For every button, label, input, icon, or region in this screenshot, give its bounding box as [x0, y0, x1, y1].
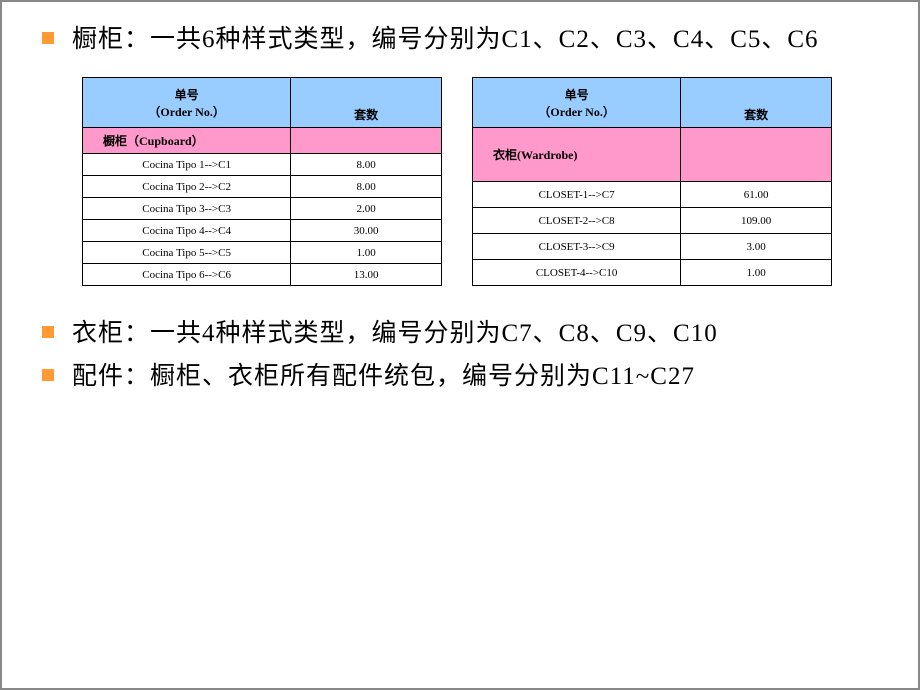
table-row: CLOSET-1-->C761.00 [473, 182, 832, 208]
slide-content: 橱柜：一共6种样式类型，编号分别为C1、C2、C3、C4、C5、C6 单号 （O… [2, 2, 918, 422]
row-qty: 3.00 [681, 234, 832, 260]
row-qty: 8.00 [291, 176, 442, 198]
tables-container: 单号 （Order No.） 套数 橱柜（Cupboard） Cocina Ti… [82, 77, 878, 286]
row-qty: 8.00 [291, 154, 442, 176]
row-qty: 109.00 [681, 208, 832, 234]
table-row: CLOSET-3-->C93.00 [473, 234, 832, 260]
row-qty: 1.00 [291, 242, 442, 264]
wardrobe-table: 单号 （Order No.） 套数 衣柜(Wardrobe) CLOSET-1-… [472, 77, 832, 286]
category-empty [291, 128, 442, 154]
bullet-marker-icon [42, 326, 54, 338]
cupboard-table: 单号 （Order No.） 套数 橱柜（Cupboard） Cocina Ti… [82, 77, 442, 286]
header-qty: 套数 [291, 78, 442, 128]
bullet-marker-icon [42, 369, 54, 381]
row-label: Cocina Tipo 1-->C1 [83, 154, 291, 176]
header-qty: 套数 [681, 78, 832, 128]
category-empty [681, 128, 832, 182]
table-header-row: 单号 （Order No.） 套数 [473, 78, 832, 128]
row-label: Cocina Tipo 3-->C3 [83, 198, 291, 220]
table-row: Cocina Tipo 3-->C32.00 [83, 198, 442, 220]
bullet-marker-icon [42, 32, 54, 44]
row-qty: 2.00 [291, 198, 442, 220]
table-header-row: 单号 （Order No.） 套数 [83, 78, 442, 128]
bullet-top: 橱柜：一共6种样式类型，编号分别为C1、C2、C3、C4、C5、C6 [42, 22, 878, 57]
table-row: Cocina Tipo 5-->C51.00 [83, 242, 442, 264]
bullet-bottom: 配件：橱柜、衣柜所有配件统包，编号分别为C11~C27 [42, 359, 878, 394]
row-label: Cocina Tipo 5-->C5 [83, 242, 291, 264]
category-cell: 橱柜（Cupboard） [83, 128, 291, 154]
table-row: Cocina Tipo 4-->C430.00 [83, 220, 442, 242]
header-order: 单号 （Order No.） [473, 78, 681, 128]
table-row: CLOSET-4-->C101.00 [473, 260, 832, 286]
row-label: CLOSET-2-->C8 [473, 208, 681, 234]
bullet-mid-text: 衣柜：一共4种样式类型，编号分别为C7、C8、C9、C10 [72, 316, 718, 351]
bullet-top-text: 橱柜：一共6种样式类型，编号分别为C1、C2、C3、C4、C5、C6 [72, 22, 819, 57]
bullet-mid: 衣柜：一共4种样式类型，编号分别为C7、C8、C9、C10 [42, 316, 878, 351]
table-row: Cocina Tipo 6-->C613.00 [83, 264, 442, 286]
table-category-row: 橱柜（Cupboard） [83, 128, 442, 154]
table-row: CLOSET-2-->C8109.00 [473, 208, 832, 234]
bottom-bullets: 衣柜：一共4种样式类型，编号分别为C7、C8、C9、C10 配件：橱柜、衣柜所有… [42, 316, 878, 394]
row-qty: 61.00 [681, 182, 832, 208]
row-label: CLOSET-4-->C10 [473, 260, 681, 286]
bullet-bottom-text: 配件：橱柜、衣柜所有配件统包，编号分别为C11~C27 [72, 359, 695, 394]
row-qty: 1.00 [681, 260, 832, 286]
row-label: CLOSET-3-->C9 [473, 234, 681, 260]
row-label: Cocina Tipo 4-->C4 [83, 220, 291, 242]
category-cell: 衣柜(Wardrobe) [473, 128, 681, 182]
table-category-row: 衣柜(Wardrobe) [473, 128, 832, 182]
row-label: Cocina Tipo 6-->C6 [83, 264, 291, 286]
row-label: Cocina Tipo 2-->C2 [83, 176, 291, 198]
row-qty: 13.00 [291, 264, 442, 286]
table-row: Cocina Tipo 1-->C18.00 [83, 154, 442, 176]
row-qty: 30.00 [291, 220, 442, 242]
header-order: 单号 （Order No.） [83, 78, 291, 128]
table-row: Cocina Tipo 2-->C28.00 [83, 176, 442, 198]
row-label: CLOSET-1-->C7 [473, 182, 681, 208]
